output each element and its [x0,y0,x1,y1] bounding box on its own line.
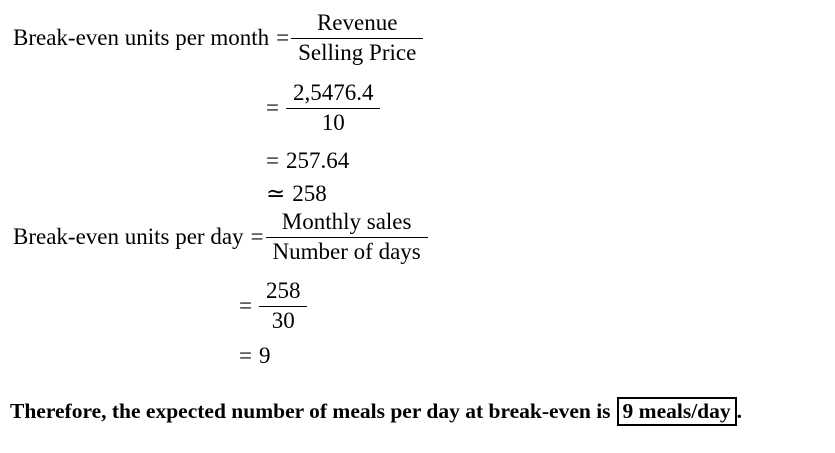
day-equation-label: Break-even units per day [13,224,244,249]
equation-month-step-rounded: ≃ 258 [266,180,327,208]
equals-sign: = [239,343,252,368]
conclusion-statement: Therefore, the expected number of meals … [10,397,742,426]
equation-month-step-substitution: = 2,5476.4 10 [266,80,381,136]
equals-sign: = [266,148,279,173]
equals-sign: = [276,25,290,50]
equation-month-definition: Break-even units per month = Revenue Sel… [13,10,424,66]
month-result-value: 257.64 [285,148,350,173]
equation-day-definition: Break-even units per day = Monthly sales… [13,209,428,265]
revenue-selling-price-fraction: Revenue Selling Price [291,10,424,66]
month-rounded-value: 258 [292,181,327,206]
revenue-values-fraction: 2,5476.4 10 [285,80,381,136]
fraction-numerator-revenue: Revenue [291,10,424,39]
boxed-answer: 9 meals/day [616,397,737,426]
month-equation-label: Break-even units per month [13,25,270,50]
monthly-sales-days-fraction: Monthly sales Number of days [265,209,428,265]
conclusion-period: . [736,399,743,423]
fraction-denominator-selling-price: Selling Price [298,40,417,65]
fraction-numerator-sales-value: 258 [258,278,308,307]
fraction-denominator-price-value: 10 [321,110,345,135]
equation-day-step-result: = 9 [239,342,270,370]
equation-month-step-result: = 257.64 [266,147,349,175]
fraction-denominator-number-of-days: Number of days [272,239,421,264]
equals-sign: = [250,224,264,249]
equals-sign: = [266,95,279,120]
approximately-equal-sign: ≃ [266,181,286,206]
equation-day-step-substitution: = 258 30 [239,278,308,334]
day-result-value: 9 [258,343,271,368]
equals-sign: = [239,293,252,318]
fraction-denominator-days-value: 30 [271,308,295,333]
fraction-numerator-monthly-sales: Monthly sales [265,209,428,238]
fraction-numerator-revenue-value: 2,5476.4 [285,80,381,109]
conclusion-text: Therefore, the expected number of meals … [10,399,611,423]
day-values-fraction: 258 30 [258,278,308,334]
